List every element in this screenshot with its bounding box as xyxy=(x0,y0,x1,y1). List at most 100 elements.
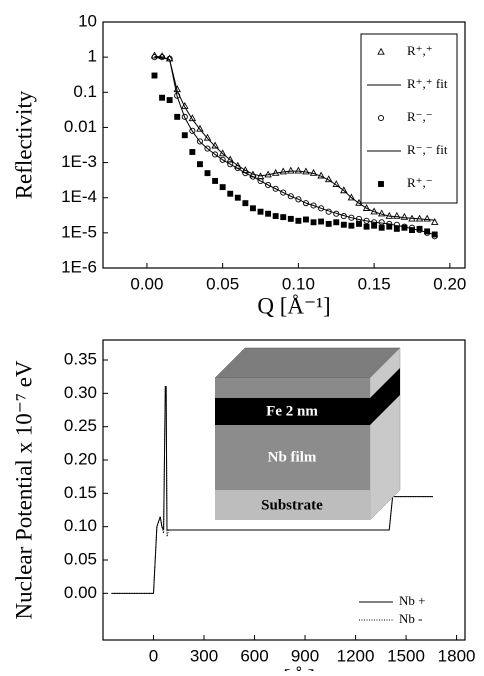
square-marker xyxy=(287,215,294,222)
triangle-marker xyxy=(423,214,431,222)
square-marker xyxy=(265,210,272,217)
circle-marker xyxy=(310,202,317,209)
y-tick-label: 0.20 xyxy=(64,449,97,468)
x-tick-label: 900 xyxy=(291,646,319,665)
plot-frame xyxy=(102,339,466,641)
x-tick-label: 300 xyxy=(190,646,218,665)
inset-label: Nb film xyxy=(268,449,317,465)
legend-label: R⁻,⁻ xyxy=(407,109,433,124)
square-marker xyxy=(242,200,249,207)
square-marker xyxy=(363,223,370,230)
circle-marker xyxy=(272,185,279,192)
circle-marker xyxy=(219,156,226,163)
x-tick-label: 0 xyxy=(149,646,158,665)
legend-box xyxy=(360,33,458,204)
circle-marker xyxy=(280,189,287,196)
circle-marker xyxy=(196,138,203,145)
circle-marker xyxy=(287,193,294,200)
inset-nb-layer xyxy=(215,425,370,490)
circle-marker xyxy=(212,151,219,158)
square-marker xyxy=(151,72,158,79)
square-marker xyxy=(227,190,234,197)
triangle-marker xyxy=(218,149,227,157)
square-marker xyxy=(409,227,415,234)
triangle-marker xyxy=(347,193,356,201)
triangle-marker xyxy=(430,218,439,225)
x-tick-label: 600 xyxy=(240,646,268,665)
circle-marker xyxy=(318,205,325,212)
triangle-marker xyxy=(309,168,318,176)
triangle-marker xyxy=(393,211,401,219)
inset-substrate-layer xyxy=(215,490,370,520)
inset-side-fe xyxy=(370,368,400,425)
legend-label: R⁺,⁺ fit xyxy=(407,76,448,91)
square-marker xyxy=(371,222,378,229)
x-tick-label: 0.00 xyxy=(130,274,163,293)
x-tick-label: 1200 xyxy=(337,646,375,665)
square-marker xyxy=(431,231,438,238)
square-marker xyxy=(295,217,302,224)
circle-marker xyxy=(204,145,211,152)
inset-cap-layer xyxy=(215,378,370,398)
triangle-marker xyxy=(279,167,288,175)
triangle-marker xyxy=(196,124,204,132)
square-marker xyxy=(219,184,226,191)
x-tick-label: 0.05 xyxy=(206,274,239,293)
circle-marker xyxy=(257,177,264,184)
square-marker xyxy=(280,214,287,221)
circle-marker xyxy=(348,214,355,221)
legend-marker xyxy=(377,114,385,122)
y-axis-label: Nuclear Potential x 10⁻⁷ eV xyxy=(11,360,36,619)
inset-label: Fe 2 nm xyxy=(266,403,318,419)
circle-marker xyxy=(234,164,241,172)
square-marker xyxy=(356,220,362,227)
x-tick-label: 0.15 xyxy=(358,274,391,293)
legend-label: Nb + xyxy=(399,593,425,608)
square-marker xyxy=(204,170,211,177)
circle-marker xyxy=(302,200,310,207)
x-tick-label: 0.10 xyxy=(282,274,315,293)
square-marker xyxy=(234,194,241,201)
square-marker xyxy=(189,149,196,155)
series-line xyxy=(111,386,434,594)
square-marker xyxy=(181,132,188,139)
y-tick-label: 0.1 xyxy=(73,82,97,101)
triangle-marker xyxy=(203,133,212,141)
triangle-marker xyxy=(211,141,219,149)
circle-marker xyxy=(242,170,249,177)
circle-marker xyxy=(295,196,302,203)
x-tick-label: 1800 xyxy=(438,646,476,665)
square-marker xyxy=(212,177,219,184)
square-marker xyxy=(340,221,347,228)
square-marker xyxy=(424,228,431,235)
circle-marker xyxy=(249,173,256,180)
y-tick-label: 0.00 xyxy=(64,583,97,602)
y-tick-label: 0.35 xyxy=(64,349,97,368)
y-axis-label: Reflectivity xyxy=(11,90,36,199)
circle-marker xyxy=(181,113,188,120)
square-marker xyxy=(159,94,166,101)
square-marker xyxy=(378,224,385,231)
x-tick-label: 0.20 xyxy=(433,274,466,293)
y-tick-label: 1E-4 xyxy=(61,187,97,206)
square-marker xyxy=(257,208,264,215)
inset-diagram: Fe 2 nm Nb film Substrate xyxy=(214,347,401,521)
square-marker xyxy=(272,213,279,220)
legend-label: R⁺,⁺ xyxy=(407,43,433,58)
x-axis-label: Q [Å⁻¹] xyxy=(257,293,330,318)
circle-marker xyxy=(265,181,272,189)
triangle-marker xyxy=(400,212,409,220)
square-marker xyxy=(386,223,393,230)
square-marker xyxy=(174,113,181,120)
legend-label: R⁻,⁻ fit xyxy=(407,142,448,157)
square-marker xyxy=(401,224,408,231)
y-tick-label: 0.30 xyxy=(64,383,97,402)
y-tick-label: 1E-6 xyxy=(61,257,97,276)
circle-marker xyxy=(174,92,181,99)
triangle-marker xyxy=(158,52,166,60)
y-tick-label: 10 xyxy=(78,11,97,30)
y-tick-label: 1E-5 xyxy=(61,222,97,241)
square-marker xyxy=(310,219,317,226)
legend-marker xyxy=(377,47,385,55)
